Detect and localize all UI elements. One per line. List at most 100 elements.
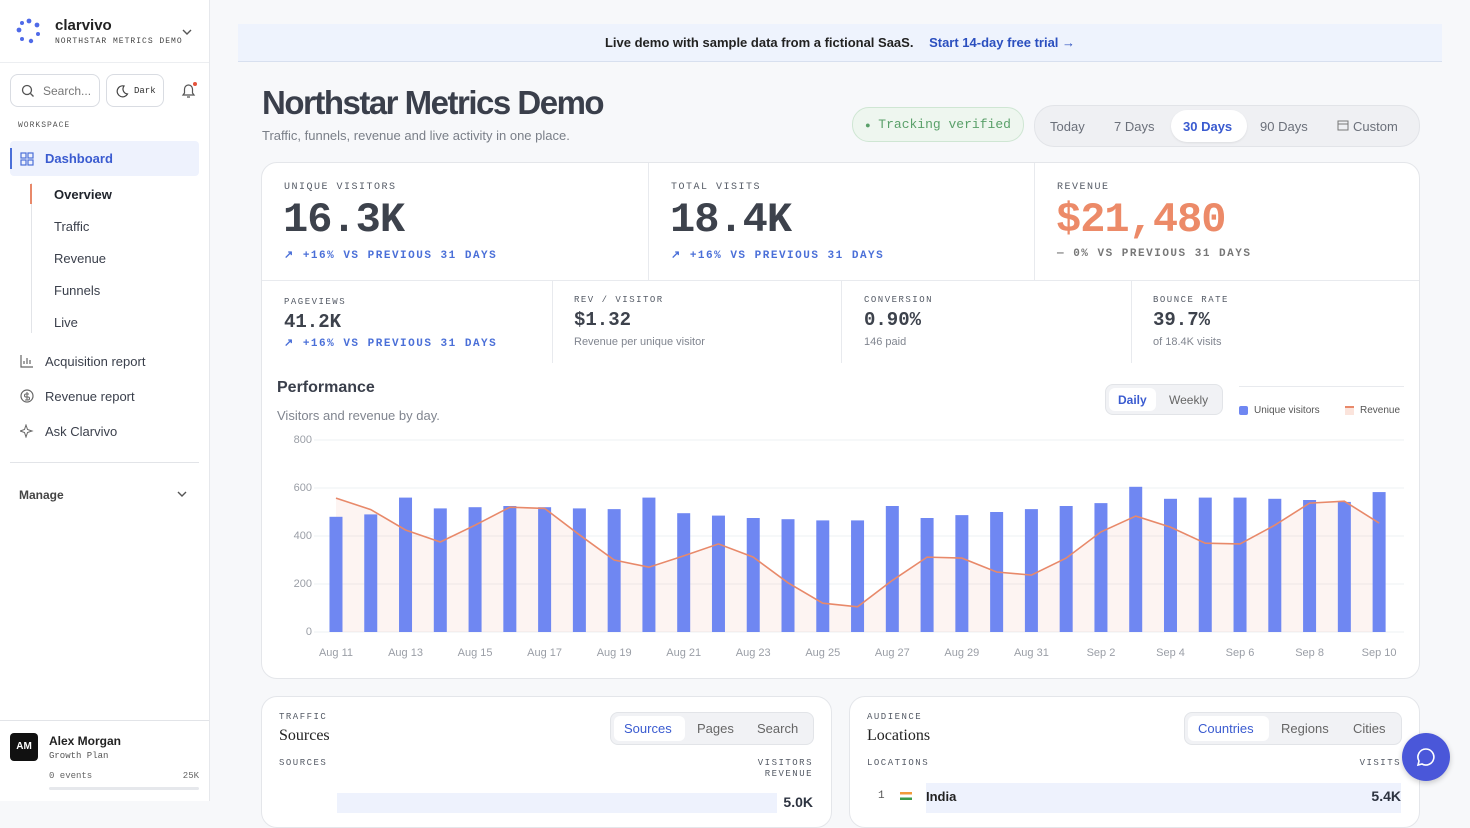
range-option[interactable]: 90 Days	[1260, 119, 1308, 134]
nav-item[interactable]: Acquisition report	[45, 354, 146, 369]
tab[interactable]: Countries	[1198, 721, 1254, 736]
bar	[816, 520, 830, 632]
status-text: Tracking verified	[878, 117, 1011, 132]
usage-bar	[49, 787, 199, 790]
chart: 0 200 400 600 800 Aug 11 Aug 13 Aug 15 Aug 17 Aug…	[294, 434, 1404, 659]
bar	[364, 514, 378, 632]
bar	[955, 515, 969, 632]
row-value: 5.0K	[783, 794, 813, 810]
subnav-item[interactable]: Overview	[54, 187, 112, 202]
kpi-label: REVENUE	[1057, 182, 1110, 193]
kpi-note: 146 paid	[864, 336, 907, 348]
kpi-label: TOTAL VISITS	[671, 182, 762, 193]
bar	[1372, 492, 1386, 632]
column-header: REVENUE	[764, 769, 813, 779]
x-tick-label: Sep 4	[1156, 647, 1185, 659]
range-option[interactable]: 30 Days	[1183, 119, 1233, 134]
audience-card: AUDIENCE Locations Countries Regions Cit…	[849, 696, 1420, 828]
range-option[interactable]: Today	[1050, 119, 1085, 134]
tabs: Countries Regions Cities	[1184, 712, 1402, 745]
bar	[1303, 500, 1317, 632]
kpi-label: PAGEVIEWS	[284, 297, 347, 307]
brand: clarvivo	[55, 17, 112, 34]
search-placeholder: Search...	[43, 84, 92, 98]
page-subtitle: Traffic, funnels, revenue and live activ…	[262, 128, 570, 143]
flag	[900, 792, 912, 800]
row-bar	[926, 783, 1401, 813]
avatar: AM	[10, 733, 38, 761]
subnav-item[interactable]: Live	[54, 315, 78, 330]
kpi-delta: ↗ +16% VS PREVIOUS 31 DAYS	[284, 250, 498, 262]
manage[interactable]: Manage	[19, 488, 64, 502]
bar	[1059, 506, 1073, 632]
y-tick-label: 0	[306, 626, 312, 638]
kpi-value: 18.4K	[670, 196, 792, 244]
bar	[538, 507, 552, 632]
row-name: India	[926, 789, 957, 804]
toggle-option[interactable]: Weekly	[1169, 393, 1209, 407]
user-plan: Growth Plan	[49, 751, 109, 761]
nav-active[interactable]: Dashboard	[10, 141, 199, 176]
bar	[468, 507, 482, 632]
chat-button[interactable]	[1402, 733, 1450, 781]
bar	[503, 506, 517, 632]
range-option[interactable]: 7 Days	[1114, 119, 1155, 134]
kpi-value: 41.2K	[284, 311, 342, 333]
bar	[433, 508, 447, 632]
theme-label: Dark	[134, 86, 156, 96]
kpi-label: CONVERSION	[864, 295, 934, 305]
legend-label: Unique visitors	[1254, 405, 1320, 416]
bar	[746, 518, 760, 632]
kpi-delta-text: +16% VS PREVIOUS 31 DAYS	[689, 250, 885, 262]
panel-title: Sources	[279, 727, 330, 744]
chevron[interactable]	[176, 489, 188, 499]
kpi-delta-text: +16% VS PREVIOUS 31 DAYS	[302, 338, 498, 350]
tab[interactable]: Pages	[697, 721, 734, 736]
chevron[interactable]	[181, 27, 193, 37]
x-tick-label: Aug 11	[319, 647, 353, 659]
legend-swatch	[1239, 406, 1248, 415]
tab[interactable]: Sources	[624, 721, 672, 736]
column-header: SOURCES	[279, 758, 328, 768]
range-option[interactable]: Custom	[1353, 119, 1398, 134]
divider	[0, 720, 209, 721]
x-tick-label: Sep 6	[1226, 647, 1255, 659]
bar	[1129, 486, 1143, 632]
panel-title: Locations	[867, 727, 931, 744]
subnav-item[interactable]: Revenue	[54, 251, 107, 266]
x-tick-label: Sep 2	[1087, 647, 1116, 659]
subnav-rail	[31, 183, 32, 333]
search-box[interactable]: Search...	[10, 74, 100, 107]
user-name: Alex Morgan	[49, 734, 122, 748]
notifications[interactable]	[179, 81, 199, 101]
range-active[interactable]	[1171, 110, 1247, 142]
bar	[572, 508, 586, 632]
subnav-item[interactable]: Funnels	[54, 283, 101, 298]
nav-item[interactable]: Revenue report	[45, 389, 135, 404]
column-header: LOCATIONS	[867, 758, 930, 768]
tab[interactable]: Regions	[1281, 721, 1329, 736]
trial-link[interactable]: Start 14-day free trial →	[929, 35, 1076, 50]
kpi-value: $21,480	[1056, 196, 1226, 244]
nav-item[interactable]: Ask Clarvivo	[45, 424, 118, 439]
bar	[677, 513, 691, 632]
toggle-option[interactable]: Daily	[1118, 393, 1147, 407]
column-header: VISITORS	[757, 758, 813, 768]
theme-toggle[interactable]: Dark	[106, 74, 164, 107]
bar	[851, 520, 865, 632]
subnav-item[interactable]: Traffic	[54, 219, 90, 234]
banner-text: Live demo with sample data from a fictio…	[604, 35, 914, 50]
banner: Live demo with sample data from a fictio…	[238, 24, 1442, 62]
row-rank: 1	[878, 790, 885, 802]
icon	[20, 355, 33, 368]
tab[interactable]: Search	[757, 721, 799, 736]
tab[interactable]: Cities	[1353, 721, 1386, 736]
event-limit: 25K	[182, 771, 199, 781]
divider	[10, 462, 199, 463]
calendar-icon	[1337, 120, 1349, 131]
x-tick-label: Aug 29	[944, 647, 979, 659]
kpi-value: $1.32	[574, 309, 632, 331]
x-tick-label: Aug 17	[527, 647, 562, 659]
kpi-delta-text: +16% VS PREVIOUS 31 DAYS	[302, 250, 498, 262]
